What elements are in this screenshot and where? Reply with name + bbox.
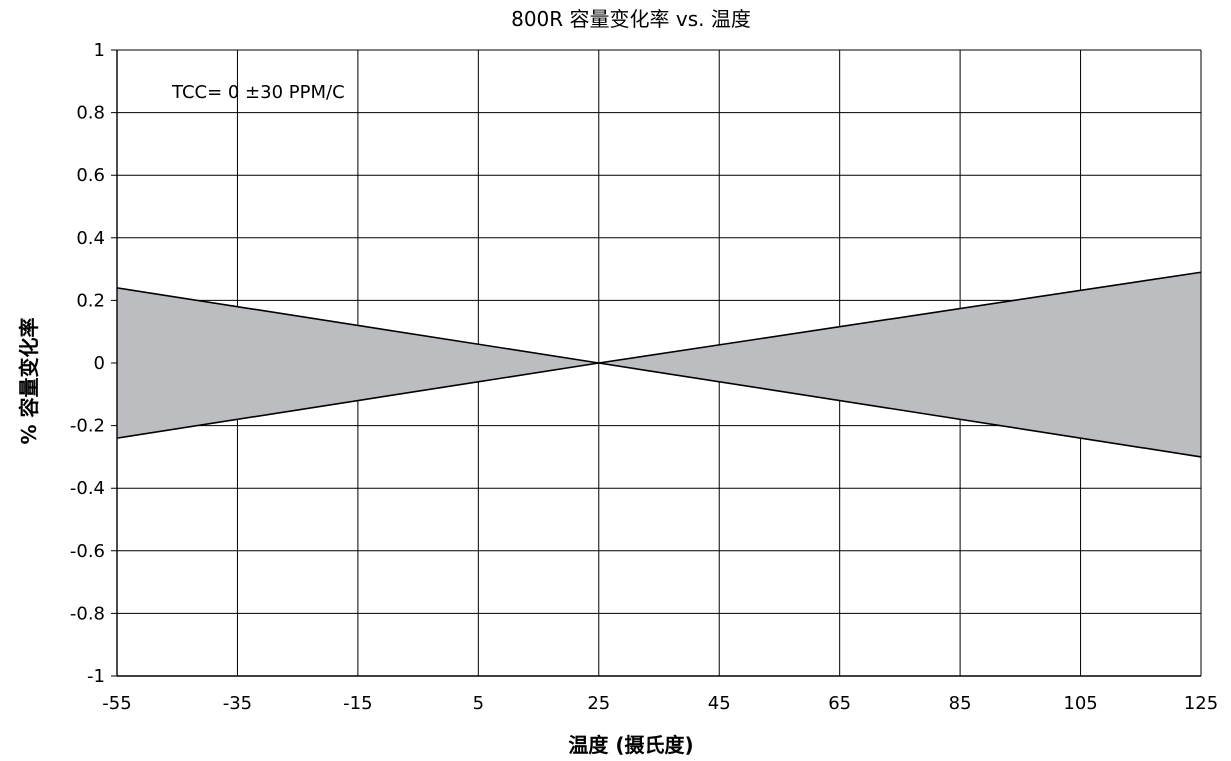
x-tick-labels: -55 -35 -15 5 25 45 65 85 105 125 (102, 693, 1218, 714)
x-tick-label: 65 (828, 693, 851, 714)
y-tick-label: 0.2 (76, 290, 105, 311)
x-tick-label: 5 (473, 693, 484, 714)
x-tick-label: 125 (1184, 693, 1218, 714)
y-tick-label: 0.4 (76, 228, 105, 249)
y-tick-label: -0.6 (70, 541, 105, 562)
x-tick-label: -55 (102, 693, 131, 714)
x-tick-label: 105 (1063, 693, 1097, 714)
y-tick-label: 0.6 (76, 165, 105, 186)
x-tick-label: -35 (223, 693, 252, 714)
series-line-2 (116, 271, 1202, 439)
y-tick-label: -1 (87, 666, 105, 687)
y-tick-label: 1 (94, 40, 105, 61)
y-tick-label: -0.8 (70, 603, 105, 624)
chart-title: 800R 容量变化率 vs. 温度 (511, 7, 751, 31)
axes (116, 50, 1202, 677)
x-tick-label: 85 (949, 693, 972, 714)
y-tick-label: -0.2 (70, 416, 105, 437)
tolerance-band (117, 272, 1201, 457)
series-lines (116, 271, 1202, 458)
y-tick-label: 0.8 (76, 103, 105, 124)
tcc-annotation: TCC= 0 ±30 PPM/C (171, 82, 345, 103)
x-tick-label: -15 (343, 693, 372, 714)
band-right-region (598, 272, 1201, 457)
band-left-region (117, 287, 599, 439)
x-tick-label: 25 (587, 693, 610, 714)
y-axis-title: % 容量变化率 (17, 317, 41, 444)
x-tick-label: 45 (708, 693, 731, 714)
y-tick-label: -0.4 (70, 478, 105, 499)
x-axis-title: 温度 (摄氏度) (568, 733, 693, 757)
y-tick-label: 0 (94, 353, 105, 374)
grid (111, 49, 1202, 677)
y-tick-labels: 1 0.8 0.6 0.4 0.2 0 -0.2 -0.4 -0.6 -0.8 -1 (70, 40, 105, 687)
